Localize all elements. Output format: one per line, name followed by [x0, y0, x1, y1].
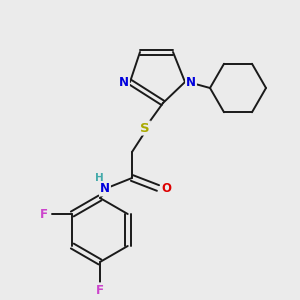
- Text: S: S: [140, 122, 150, 134]
- Text: N: N: [100, 182, 110, 196]
- Text: O: O: [161, 182, 171, 194]
- Text: F: F: [96, 284, 104, 296]
- Text: F: F: [40, 208, 48, 220]
- Text: N: N: [119, 76, 129, 88]
- Text: H: H: [94, 173, 103, 183]
- Text: N: N: [186, 76, 196, 88]
